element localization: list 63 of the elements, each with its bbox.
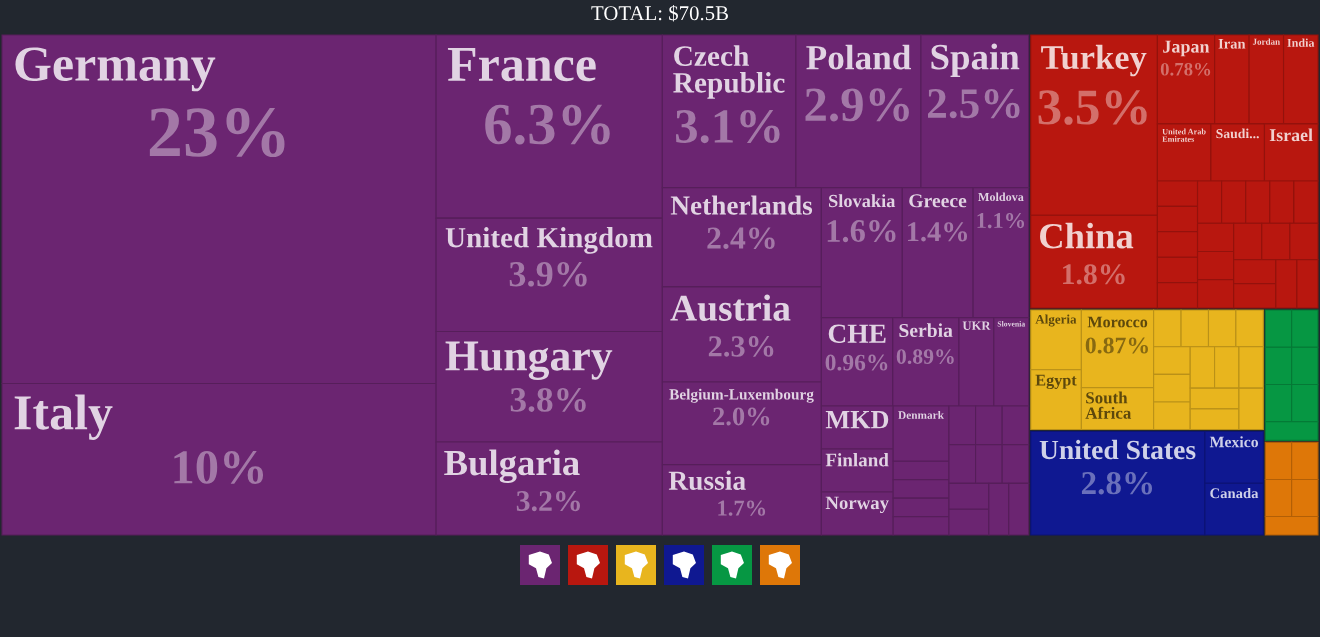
category-label: Germany (15, 47, 216, 92)
category-label: Serbia (899, 323, 953, 338)
data-label: 1.7% (718, 500, 766, 516)
category-label: Moldova (978, 192, 1024, 202)
data-label: 0.89% (896, 349, 954, 364)
category-label: Finland (825, 453, 889, 467)
data-label: 6.3% (485, 104, 610, 145)
data-label: 0.78% (1160, 62, 1211, 76)
data-label: 3.2% (516, 490, 580, 512)
category-label: Russia (668, 470, 746, 491)
data-label: 0.87% (1085, 337, 1148, 354)
data-label: 3.1% (675, 109, 780, 144)
category-label: China (1040, 222, 1134, 249)
data-label: 2.9% (805, 88, 909, 122)
category-label: Belgium-Luxembourg (669, 388, 814, 403)
data-label: 2.0% (713, 407, 770, 426)
category-label: Morocco (1087, 316, 1148, 328)
category-label: Denmark (898, 410, 944, 419)
data-label: 2.4% (707, 227, 775, 250)
data-label: 1.4% (907, 222, 968, 242)
category-label: Mexico (1209, 436, 1259, 448)
category-label: France (447, 47, 596, 82)
data-label: 3.8% (510, 387, 586, 412)
category-label: Hungary (445, 341, 613, 380)
data-label: 1.6% (827, 219, 896, 243)
text: TOTAL: $70.5B (591, 4, 728, 22)
category-label: United Arab Emirates (1162, 128, 1206, 142)
category-label: Israel (1269, 128, 1313, 142)
category-label: Algeria (1035, 314, 1077, 327)
category-label: United Kingdom (445, 227, 653, 254)
category-label: Italy (14, 394, 113, 440)
category-label: Czech Republic (673, 45, 785, 99)
data-label: 2.8% (1081, 471, 1153, 495)
category-label: Turkey (1041, 44, 1147, 77)
category-label: Netherlands (670, 195, 813, 215)
category-label: India (1287, 38, 1315, 47)
category-label: Japan (1163, 40, 1210, 57)
category-label: Greece (909, 194, 967, 208)
category-label: Spain (931, 43, 1020, 78)
category-label: Egypt (1035, 374, 1077, 389)
category-label: Slovakia (829, 194, 896, 208)
category-label: Jordan (1252, 38, 1280, 45)
data-label: 0.96% (825, 354, 888, 371)
data-label: 1.1% (977, 212, 1025, 229)
category-label: MKD (825, 411, 889, 429)
data-label: 3.9% (509, 261, 587, 287)
category-label: Norway (825, 496, 889, 514)
data-label: 1.8% (1063, 264, 1125, 285)
category-label: CHE (828, 324, 886, 343)
category-label: United States (1039, 439, 1196, 460)
data-label: 23% (149, 108, 285, 158)
data-label: 3.5% (1038, 90, 1147, 125)
category-label: South Africa (1085, 391, 1132, 419)
category-label: Austria (670, 294, 791, 322)
category-label: UKR (962, 321, 991, 330)
category-label: Saudi... (1216, 128, 1259, 139)
data-label: 2.5% (928, 88, 1020, 119)
category-label: Bulgaria (444, 449, 580, 484)
category-label: Canada (1210, 487, 1259, 499)
data-label: 2.3% (708, 336, 774, 357)
category-label: Poland (806, 44, 911, 70)
category-label: Iran (1218, 38, 1246, 49)
data-label: 10% (174, 450, 264, 484)
